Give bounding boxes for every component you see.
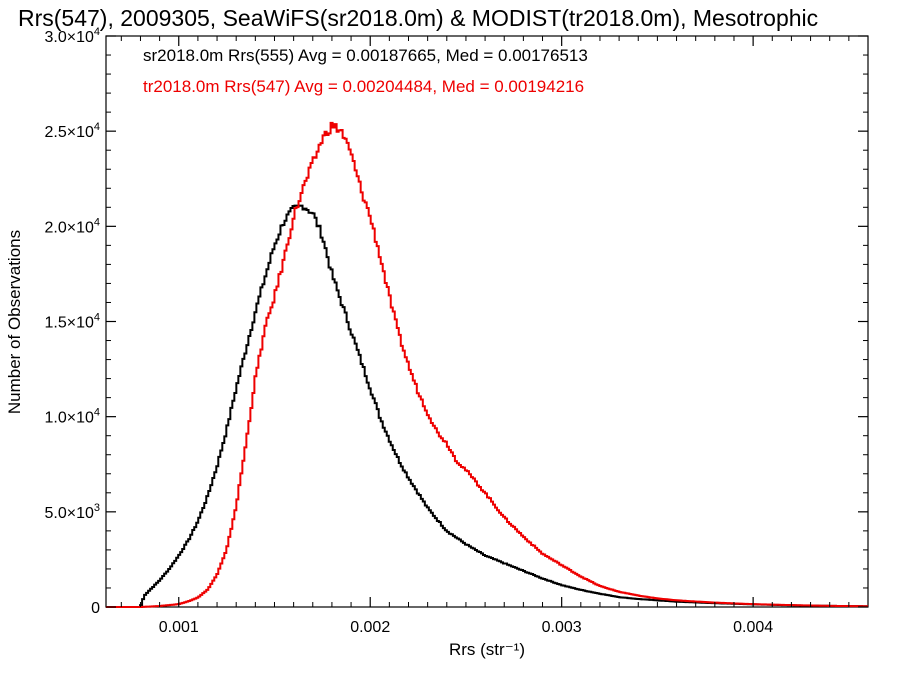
chart-title: Rrs(547), 2009305, SeaWiFS(sr2018.0m) & … [18,5,818,31]
x-tick-label: 0.001 [159,619,199,636]
y-tick-label: 3.0×104 [44,26,100,46]
x-axis-label: Rrs (str⁻¹) [449,640,525,659]
y-tick-label: 2.5×104 [44,121,100,141]
plot-area [106,121,868,608]
y-tick-label: 1.5×104 [44,312,100,332]
plot-frame [105,35,869,608]
annotation-sr2018: sr2018.0m Rrs(555) Avg = 0.00187665, Med… [143,46,588,65]
x-tick-label: 0.002 [350,619,390,636]
y-tick-label: 0 [91,600,100,617]
y-axis-label: Number of Observations [5,230,24,414]
annotation-tr2018: tr2018.0m Rrs(547) Avg = 0.00204484, Med… [143,77,584,96]
x-axis: 0.001 0.002 0.003 0.004 [120,36,850,636]
series-line-1 [106,204,868,608]
y-tick-label: 2.0×104 [44,216,100,236]
y-tick-label: 5.0×103 [44,502,100,522]
x-tick-label: 0.004 [733,619,773,636]
y-tick-label: 1.0×104 [44,407,100,427]
series-line-2 [106,121,868,608]
y-axis: 0 5.0×103 1.0×104 1.5×104 2.0×104 2.5×104 3.0×… [44,26,868,617]
x-tick-label: 0.003 [542,619,582,636]
